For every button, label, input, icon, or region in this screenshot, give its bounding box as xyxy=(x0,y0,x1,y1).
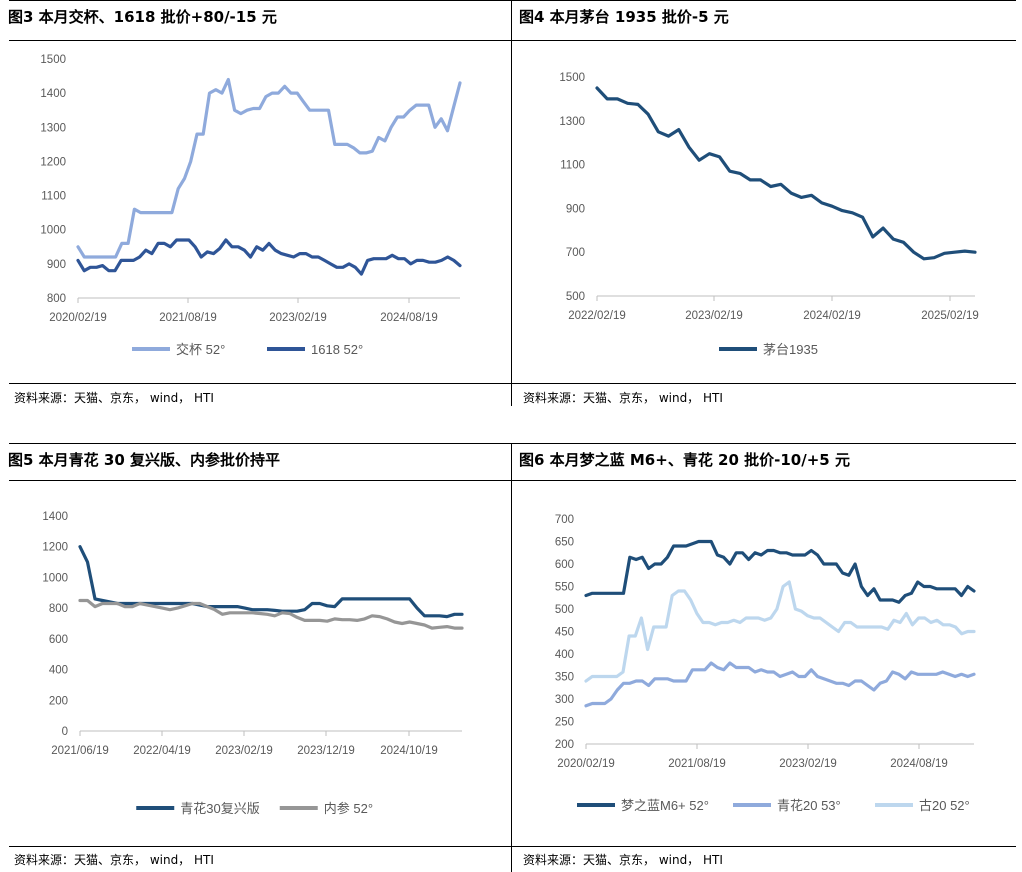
x-tick-label: 2022/02/19 xyxy=(568,310,626,322)
y-tick-label: 200 xyxy=(49,695,68,707)
source-note: 资料来源：天猫、京东， wind， HTI xyxy=(523,391,723,405)
x-tick-label: 2022/04/19 xyxy=(133,745,191,757)
series-line-2 xyxy=(584,580,976,683)
source-rule xyxy=(511,383,1016,384)
y-tick-label: 1200 xyxy=(40,156,66,168)
y-tick-label: 600 xyxy=(49,634,68,646)
series-line-0 xyxy=(584,539,976,604)
y-tick-label: 450 xyxy=(555,627,574,639)
x-tick-label: 2021/08/19 xyxy=(668,758,726,770)
legend-label: 交杯 52° xyxy=(176,342,225,357)
legend-label: 1618 52° xyxy=(311,342,363,357)
chart-title: 图5 本月青花 30 复兴版、内参批价持平 xyxy=(8,451,280,469)
y-tick-label: 500 xyxy=(555,604,574,616)
chart-plot: 200 250 300 350 400 450 500 550 600 650 700 2020/02… xyxy=(555,514,976,813)
y-tick-label: 800 xyxy=(47,293,66,305)
y-tick-label: 700 xyxy=(566,247,585,259)
source-rule xyxy=(9,383,511,384)
title-bottom-rule xyxy=(9,480,511,481)
y-tick-label: 1000 xyxy=(40,225,66,237)
y-tick-label: 350 xyxy=(555,672,574,684)
y-tick-label: 1500 xyxy=(559,72,585,84)
chart-plot: 800 900 1000 1100 1200 1300 1400 1500 2020/02/19… xyxy=(40,54,462,357)
y-tick-label: 300 xyxy=(555,694,574,706)
y-tick-label: 400 xyxy=(49,665,68,677)
series-line-1 xyxy=(78,598,464,630)
panel-divider xyxy=(511,0,512,406)
title-top-rule xyxy=(9,0,511,1)
y-tick-label: 500 xyxy=(566,291,585,303)
y-tick-label: 900 xyxy=(47,259,66,271)
x-tick-label: 2023/02/19 xyxy=(215,745,273,757)
y-tick-label: 1300 xyxy=(40,122,66,134)
title-top-rule xyxy=(511,0,1016,1)
y-tick-label: 1100 xyxy=(560,160,585,172)
title-top-rule xyxy=(511,443,1016,444)
series-line-1 xyxy=(584,661,976,708)
y-tick-label: 1000 xyxy=(42,572,68,584)
y-tick-label: 550 xyxy=(555,582,574,594)
source-rule xyxy=(511,846,1016,847)
x-tick-label: 2023/12/19 xyxy=(297,745,355,757)
figure-5: 图5 本月青花 30 复兴版、内参批价持平 0 200 400 600 800 1000 1… xyxy=(0,440,511,872)
source-note: 资料来源：天猫、京东， wind， HTI xyxy=(14,853,214,867)
x-tick-label: 2024/08/19 xyxy=(380,312,438,324)
series-line-0 xyxy=(595,86,977,261)
y-tick-label: 1400 xyxy=(40,88,66,100)
y-tick-label: 1100 xyxy=(41,191,66,203)
chart-title: 图3 本月交杯、1618 批价+80/-15 元 xyxy=(8,8,277,26)
x-tick-label: 2023/02/19 xyxy=(779,758,837,770)
series-line-1 xyxy=(76,238,462,276)
source-note: 资料来源：天猫、京东， wind， HTI xyxy=(523,853,723,867)
source-note: 资料来源：天猫、京东， wind， HTI xyxy=(14,391,214,405)
legend-label: 梦之蓝M6+ 52° xyxy=(621,798,709,813)
chart-title: 图6 本月梦之蓝 M6+、青花 20 批价-10/+5 元 xyxy=(519,451,850,469)
chart-plot: 0 200 400 600 800 1000 1200 1400 2021/06/19 2022/… xyxy=(42,511,464,816)
y-tick-label: 250 xyxy=(555,717,574,729)
x-tick-label: 2021/06/19 xyxy=(51,745,109,757)
x-tick-label: 2023/02/19 xyxy=(685,310,743,322)
x-tick-label: 2024/02/19 xyxy=(803,310,861,322)
x-tick-label: 2025/02/19 xyxy=(921,310,979,322)
chart-plot: 500 700 900 1100 1300 1500 2022/02/19 2023/02/1… xyxy=(559,72,979,357)
legend-label: 内参 52° xyxy=(324,801,373,816)
x-tick-label: 2020/02/19 xyxy=(49,312,107,324)
legend-label: 青花30复兴版 xyxy=(180,801,259,816)
y-tick-label: 0 xyxy=(62,726,68,738)
series-line-0 xyxy=(76,77,462,259)
x-tick-label: 2020/02/19 xyxy=(557,758,615,770)
title-bottom-rule xyxy=(511,480,1016,481)
y-tick-label: 1400 xyxy=(42,511,68,523)
source-rule xyxy=(9,846,511,847)
y-tick-label: 900 xyxy=(566,203,585,215)
figure-3: 图3 本月交杯、1618 批价+80/-15 元 800 900 1000 1100 1… xyxy=(0,0,511,410)
x-tick-label: 2024/10/19 xyxy=(380,745,438,757)
x-tick-label: 2023/02/19 xyxy=(269,312,327,324)
title-top-rule xyxy=(9,443,511,444)
y-tick-label: 1500 xyxy=(40,54,66,66)
y-tick-label: 1200 xyxy=(42,542,68,554)
title-bottom-rule xyxy=(9,40,511,41)
panel-divider xyxy=(511,443,512,872)
x-tick-label: 2024/08/19 xyxy=(890,758,948,770)
legend-label: 茅台1935 xyxy=(763,342,818,357)
y-tick-label: 600 xyxy=(555,559,574,571)
x-tick-label: 2021/08/19 xyxy=(159,312,217,324)
y-tick-label: 650 xyxy=(555,537,574,549)
y-tick-label: 800 xyxy=(49,603,68,615)
legend-label: 青花20 53° xyxy=(777,798,841,813)
y-tick-label: 200 xyxy=(555,739,574,751)
chart-title: 图4 本月茅台 1935 批价-5 元 xyxy=(519,8,729,26)
figure-6: 图6 本月梦之蓝 M6+、青花 20 批价-10/+5 元 200 250 300 3… xyxy=(511,440,1022,872)
y-tick-label: 700 xyxy=(555,514,574,526)
legend-label: 古20 52° xyxy=(919,798,970,813)
figure-4: 图4 本月茅台 1935 批价-5 元 500 700 900 1100 1300 150… xyxy=(511,0,1022,410)
title-bottom-rule xyxy=(511,40,1016,41)
y-tick-label: 1300 xyxy=(559,116,585,128)
y-tick-label: 400 xyxy=(555,649,574,661)
